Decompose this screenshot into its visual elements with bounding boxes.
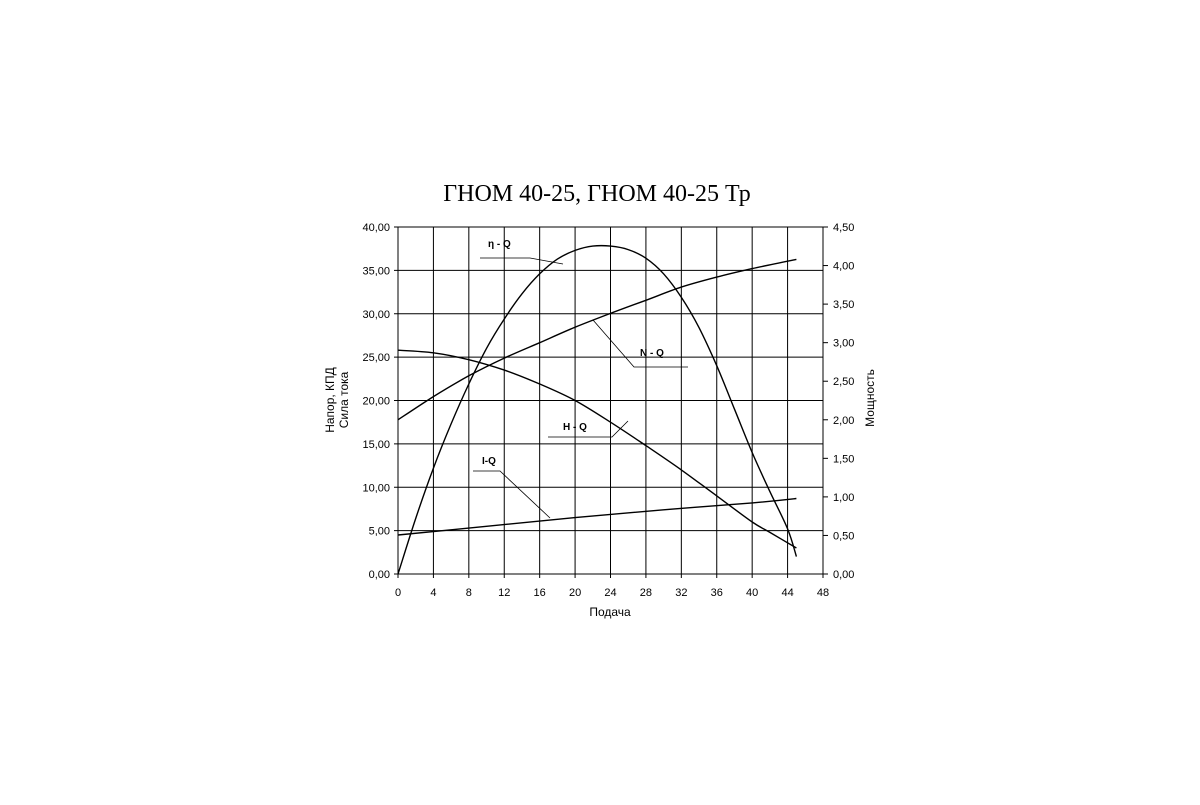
x-tick-label: 32: [675, 587, 687, 599]
x-tick-label: 8: [466, 587, 472, 599]
y-axis-label-left-line2: Сила тока: [337, 371, 351, 428]
y-left-tick-label: 40,00: [362, 222, 390, 234]
x-tick-label: 0: [395, 587, 401, 599]
y-left-tick-label: 0,00: [369, 569, 390, 581]
y-right-tick-label: 0,00: [833, 569, 854, 581]
curve-label-current: I-Q: [482, 456, 496, 467]
x-axis-label: Подача: [589, 605, 631, 619]
y-axis-label-left-line1: Напор, КПД: [323, 367, 337, 433]
y-right-tick-label: 4,50: [833, 222, 854, 234]
y-left-tick-label: 25,00: [362, 352, 390, 364]
y-left-tick-label: 20,00: [362, 396, 390, 408]
leader-line-power: [592, 319, 688, 368]
y-left-tick-label: 30,00: [362, 309, 390, 321]
x-tick-label: 20: [569, 587, 581, 599]
curve-label-leaders: [473, 257, 688, 519]
x-tick-label: 4: [430, 587, 436, 599]
y-right-tick-label: 0,50: [833, 530, 854, 542]
x-tick-label: 24: [604, 587, 616, 599]
x-tick-label: 12: [498, 587, 510, 599]
x-tick-label: 36: [711, 587, 723, 599]
x-tick-label: 48: [817, 587, 829, 599]
y-left-tick-label: 10,00: [362, 482, 390, 494]
y-right-tick-label: 4,00: [833, 261, 854, 273]
y-right-tick-label: 3,00: [833, 338, 854, 350]
efficiency-curve: [397, 244, 798, 575]
y-right-tick-label: 3,50: [833, 299, 854, 311]
y-left-tick-label: 35,00: [362, 265, 390, 277]
y-right-tick-label: 2,50: [833, 376, 854, 388]
head-curve: [397, 349, 797, 549]
y-left-tick-label: 15,00: [362, 439, 390, 451]
curve-label-power: N - Q: [640, 348, 664, 359]
leader-line-efficiency: [480, 257, 564, 265]
leader-line-current: [473, 470, 551, 519]
y-right-tick-label: 1,00: [833, 492, 854, 504]
chart-title: ГНОМ 40-25, ГНОМ 40-25 Тр: [443, 181, 751, 207]
curve-label-efficiency: η - Q: [488, 239, 511, 250]
leader-line-head: [548, 420, 629, 438]
x-tick-label: 44: [781, 587, 793, 599]
current-curve: [397, 497, 797, 536]
x-tick-label: 40: [746, 587, 758, 599]
y-left-tick-label: 5,00: [369, 526, 390, 538]
curve-label-head: H - Q: [563, 422, 587, 433]
y-right-tick-label: 2,00: [833, 415, 854, 427]
x-tick-label: 28: [640, 587, 652, 599]
y-right-tick-label: 1,50: [833, 453, 854, 465]
power-curve: [397, 258, 797, 421]
curves: [397, 244, 798, 575]
axis-ticks: 0 4 8 12 16 20 24 28 32 36 40 44 480,005,0010,0015,0…: [362, 222, 854, 599]
y-axis-label-right: Мощность: [863, 369, 877, 427]
x-tick-label: 16: [534, 587, 546, 599]
